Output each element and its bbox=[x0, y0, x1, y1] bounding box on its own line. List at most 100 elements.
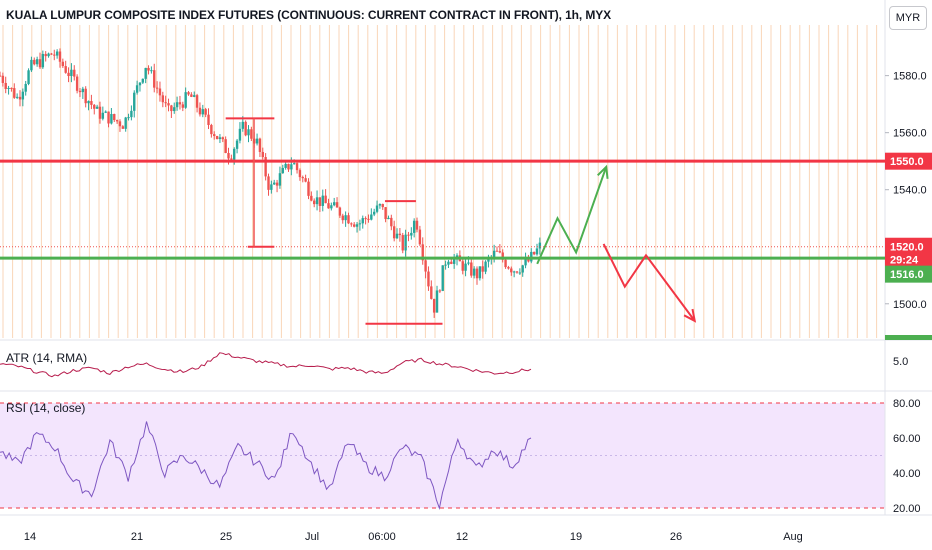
candle-body bbox=[241, 121, 244, 129]
candle-body bbox=[104, 111, 107, 113]
candle-body bbox=[238, 128, 242, 141]
candle-body bbox=[198, 107, 202, 115]
candle-body bbox=[301, 177, 304, 179]
candle-body bbox=[407, 234, 410, 236]
candle-body bbox=[261, 151, 264, 158]
price-tick-label: 1540.0 bbox=[893, 185, 927, 197]
candle-body bbox=[307, 181, 310, 196]
candle-body bbox=[98, 106, 102, 119]
candle-body bbox=[204, 109, 207, 115]
candle-body bbox=[101, 112, 105, 119]
price-tick-label: 1580.0 bbox=[893, 71, 927, 83]
candle-body bbox=[347, 215, 350, 224]
candle-body bbox=[370, 214, 373, 220]
candle-body bbox=[187, 92, 190, 95]
candle-body bbox=[410, 232, 413, 236]
candle-body bbox=[478, 266, 482, 279]
candle-body bbox=[133, 92, 136, 111]
candle-body bbox=[435, 290, 439, 313]
candle-body bbox=[344, 215, 347, 221]
last-price-badge: 1520.0 bbox=[890, 242, 924, 254]
candle-body bbox=[375, 205, 379, 212]
candle-body bbox=[244, 121, 247, 136]
range-markers bbox=[225, 117, 443, 325]
candle-body bbox=[361, 218, 364, 224]
candle-body bbox=[167, 103, 170, 106]
candle-body bbox=[127, 117, 130, 119]
support-badge-bg bbox=[885, 265, 932, 283]
candle-body bbox=[450, 261, 453, 264]
candle-body bbox=[193, 95, 196, 97]
candle-body bbox=[53, 54, 56, 56]
candle-body bbox=[78, 90, 82, 93]
candle-body bbox=[184, 92, 187, 108]
candle-body bbox=[352, 224, 356, 227]
candle-body bbox=[113, 114, 116, 121]
candle-body bbox=[330, 205, 333, 209]
candle-body bbox=[507, 267, 510, 269]
candle-body bbox=[250, 129, 253, 139]
candle-body bbox=[535, 248, 539, 255]
candle-body bbox=[350, 223, 353, 225]
currency-button[interactable]: MYR bbox=[889, 6, 927, 30]
candle-body bbox=[207, 114, 210, 125]
candle-body bbox=[135, 85, 139, 93]
time-tick-label: 25 bbox=[220, 531, 232, 543]
candle-body bbox=[227, 152, 230, 159]
candle-body bbox=[464, 263, 467, 271]
candle-body bbox=[510, 268, 513, 273]
candle-body bbox=[521, 265, 524, 273]
candle-body bbox=[4, 82, 7, 90]
candle-body bbox=[287, 163, 290, 170]
candle-body bbox=[55, 51, 59, 56]
candle-body bbox=[64, 66, 67, 73]
candle-body bbox=[21, 91, 25, 100]
time-axis[interactable]: 14 21 25 Jul 06:00 12 19 26 Aug bbox=[24, 531, 803, 543]
candle-body bbox=[58, 51, 62, 62]
price-tick-label: 1500.0 bbox=[893, 299, 927, 311]
candle-body bbox=[150, 70, 153, 72]
price-tick-label: 1560.0 bbox=[893, 128, 927, 140]
candle-body bbox=[121, 126, 125, 129]
rsi-tick-label: 20.00 bbox=[893, 503, 921, 515]
candle-body bbox=[321, 195, 324, 206]
candle-body bbox=[215, 136, 219, 140]
offscreen-level-marker bbox=[885, 335, 932, 340]
candle-body bbox=[44, 53, 47, 57]
candle-body bbox=[224, 139, 227, 153]
projection-up-arrow-head bbox=[597, 164, 609, 179]
candle-body bbox=[512, 271, 516, 273]
candle-body bbox=[50, 53, 53, 55]
rsi-band-fill bbox=[0, 403, 885, 508]
candle-body bbox=[61, 61, 65, 67]
countdown-badge: 29:24 bbox=[890, 255, 919, 267]
candle-body bbox=[81, 88, 85, 93]
candle-body bbox=[318, 197, 322, 206]
candle-body bbox=[33, 59, 36, 65]
candle-body bbox=[472, 268, 476, 276]
candle-body bbox=[338, 207, 342, 216]
candle-body bbox=[475, 268, 479, 279]
candle-body bbox=[293, 163, 296, 165]
candle-body bbox=[130, 110, 133, 118]
candle-body bbox=[481, 266, 484, 272]
candle-body bbox=[355, 224, 359, 227]
candle-body bbox=[247, 129, 250, 136]
candle-body bbox=[7, 87, 10, 90]
candle-body bbox=[181, 104, 185, 108]
candle-body bbox=[504, 259, 507, 268]
candle-body bbox=[295, 163, 299, 171]
candle-body bbox=[147, 67, 150, 71]
candle-body bbox=[175, 102, 179, 108]
candle-body bbox=[273, 182, 276, 185]
candle-body bbox=[487, 258, 490, 262]
rsi-line-path bbox=[0, 421, 532, 511]
price-axis[interactable]: 1580.01560.01540.01520.01500.01550.01520… bbox=[885, 71, 932, 515]
candle-body bbox=[173, 107, 176, 112]
candle-body bbox=[421, 244, 424, 261]
candle-body bbox=[201, 109, 205, 115]
candle-body bbox=[430, 286, 433, 299]
candle-body bbox=[484, 261, 487, 272]
candle-body bbox=[438, 290, 442, 292]
